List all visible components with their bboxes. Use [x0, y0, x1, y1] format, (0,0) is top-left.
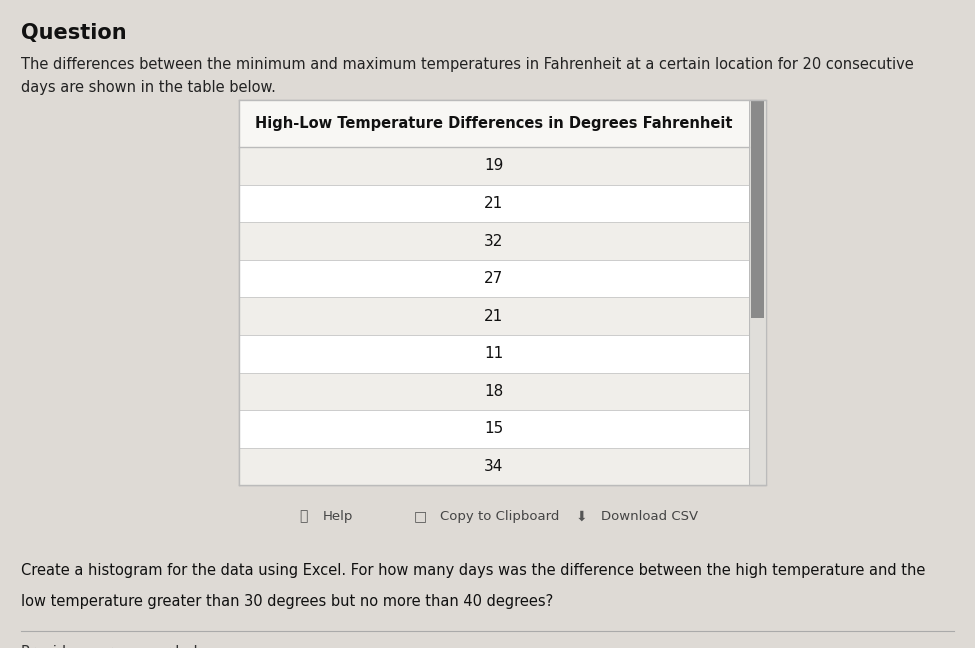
Bar [239, 335, 749, 373]
Text: 21: 21 [485, 308, 503, 324]
Bar [239, 222, 749, 260]
Text: low temperature greater than 30 degrees but no more than 40 degrees?: low temperature greater than 30 degrees … [21, 594, 554, 609]
Bar [239, 373, 749, 410]
Bar [749, 100, 766, 485]
Bar [239, 448, 749, 485]
Bar [239, 100, 766, 485]
Text: days are shown in the table below.: days are shown in the table below. [21, 80, 276, 95]
Bar [239, 100, 749, 147]
Text: 27: 27 [485, 271, 503, 286]
Text: Question: Question [21, 23, 127, 43]
Text: Create a histogram for the data using Excel. For how many days was the differenc: Create a histogram for the data using Ex… [21, 563, 926, 578]
Text: 11: 11 [485, 346, 503, 362]
Text: 15: 15 [485, 421, 503, 437]
Text: ⓘ: ⓘ [299, 509, 308, 524]
Text: Download CSV: Download CSV [601, 510, 698, 523]
Bar [239, 410, 749, 448]
Text: 18: 18 [485, 384, 503, 399]
Bar [751, 100, 764, 318]
Text: 19: 19 [485, 158, 503, 174]
Bar [239, 185, 749, 222]
Bar [239, 297, 749, 335]
Text: The differences between the minimum and maximum temperatures in Fahrenheit at a : The differences between the minimum and … [21, 57, 915, 72]
Text: 34: 34 [485, 459, 503, 474]
Text: □: □ [414, 509, 427, 524]
Bar [239, 147, 749, 185]
Bar [239, 260, 749, 297]
Text: Provide your answer below:: Provide your answer below: [21, 645, 223, 648]
Text: ⬇: ⬇ [576, 509, 587, 524]
Text: Help: Help [323, 510, 354, 523]
Text: 21: 21 [485, 196, 503, 211]
Text: 32: 32 [485, 233, 503, 249]
Text: High-Low Temperature Differences in Degrees Fahrenheit: High-Low Temperature Differences in Degr… [255, 116, 732, 132]
Text: Copy to Clipboard: Copy to Clipboard [440, 510, 560, 523]
